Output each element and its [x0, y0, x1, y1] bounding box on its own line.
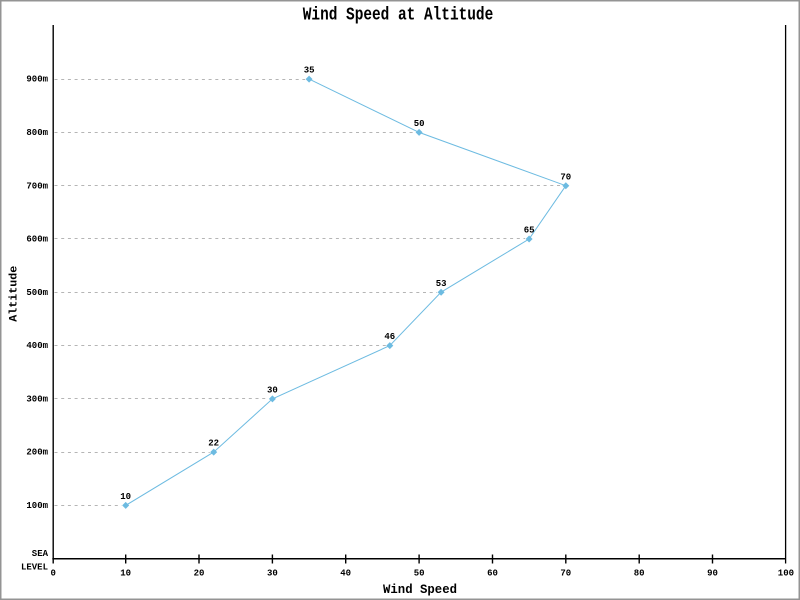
svg-text:400m: 400m	[26, 341, 48, 351]
svg-text:LEVEL: LEVEL	[21, 563, 48, 573]
svg-text:60: 60	[487, 569, 498, 579]
svg-text:500m: 500m	[26, 288, 48, 298]
svg-text:70: 70	[560, 172, 571, 182]
svg-text:SEA: SEA	[32, 549, 49, 559]
svg-text:80: 80	[634, 569, 645, 579]
svg-text:70: 70	[560, 569, 571, 579]
svg-text:600m: 600m	[26, 235, 48, 245]
svg-text:0: 0	[50, 569, 55, 579]
svg-text:700m: 700m	[26, 181, 48, 191]
svg-text:22: 22	[208, 439, 219, 449]
svg-text:35: 35	[304, 66, 315, 76]
svg-text:30: 30	[267, 569, 278, 579]
svg-text:46: 46	[384, 332, 395, 342]
svg-text:900m: 900m	[26, 75, 48, 85]
svg-text:100: 100	[778, 569, 794, 579]
svg-text:50: 50	[414, 119, 425, 129]
svg-text:800m: 800m	[26, 128, 48, 138]
svg-text:53: 53	[436, 279, 447, 289]
svg-text:40: 40	[340, 569, 351, 579]
svg-text:Wind Speed at Altitude: Wind Speed at Altitude	[303, 6, 494, 26]
svg-text:200m: 200m	[26, 448, 48, 458]
svg-text:Wind Speed: Wind Speed	[383, 582, 457, 597]
svg-text:300m: 300m	[26, 395, 48, 405]
svg-text:20: 20	[194, 569, 205, 579]
svg-text:90: 90	[707, 569, 718, 579]
svg-text:10: 10	[120, 492, 131, 502]
svg-text:100m: 100m	[26, 501, 48, 511]
svg-text:50: 50	[414, 569, 425, 579]
svg-text:65: 65	[524, 226, 535, 236]
svg-text:30: 30	[267, 386, 278, 396]
svg-text:10: 10	[120, 569, 131, 579]
svg-text:Altitude: Altitude	[9, 265, 21, 321]
